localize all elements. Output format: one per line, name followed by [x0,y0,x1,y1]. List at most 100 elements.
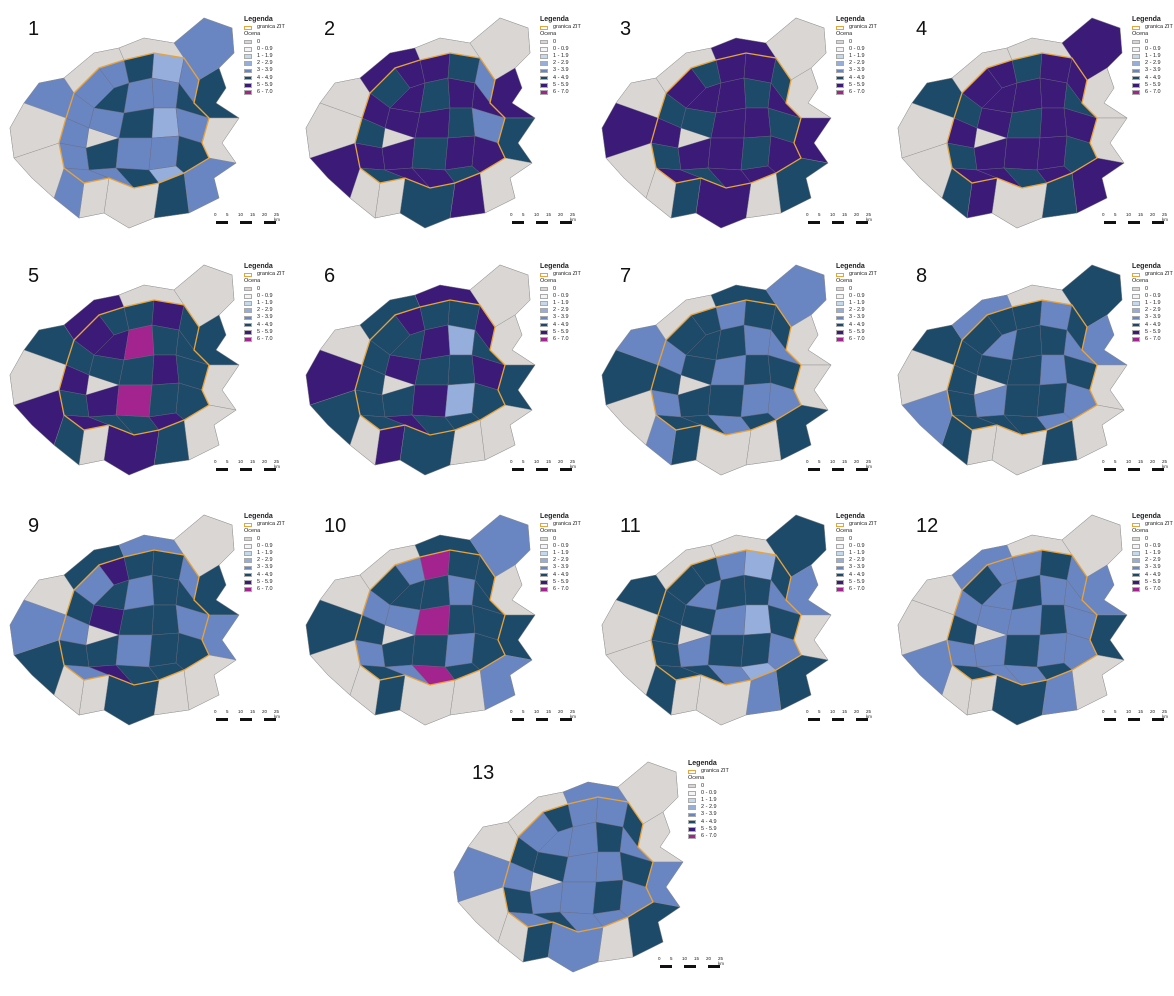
choropleth-map [305,17,536,229]
legend-entry: 1 - 1.9 [1132,300,1173,307]
scale-tick-label: 10 [830,709,836,714]
legend-rating-title: Ocena [244,528,261,535]
municipality-area [707,634,745,668]
scale-tick-label: 20 [1150,459,1156,464]
legend-label: granica ZIT [553,521,581,528]
legend-swatch [540,68,548,74]
legend-label: 0 [257,285,261,292]
legend-label: granica ZIT [849,24,877,31]
legend-entry: 1 - 1.9 [244,550,285,557]
municipality-area [1039,77,1068,109]
legend-border-entry: granica ZIT [1132,521,1173,528]
legend-label: 4 - 4.9 [701,818,717,825]
scale-tick-label: 20 [706,956,712,961]
legend-title: Legenda [540,513,569,520]
scale-bar: 0 5 10 15 20 25 km [1102,709,1172,725]
scale-tick-label: 15 [250,709,256,714]
panel-number: 7 [620,265,632,287]
legend-swatch [1132,337,1140,342]
legend-label: 5 - 5.9 [849,81,865,88]
legend-swatch [1132,322,1140,328]
municipality-area [1039,324,1068,356]
legend-entry: 0 - 0.9 [244,46,285,53]
legend-entry: 0 - 0.9 [540,293,581,300]
legend-swatch [1132,90,1140,95]
municipality-area [447,324,476,356]
legend-label: 2 - 2.9 [553,60,569,67]
legend-swatch [244,61,252,66]
scale-segment [512,468,524,471]
scale-segment [844,221,856,224]
legend-entry: 5 - 5.9 [1132,82,1173,89]
legend-entry: 2 - 2.9 [540,60,581,67]
legend-entry: 6 - 7.0 [1132,586,1173,593]
legend-entry: 0 [836,286,877,293]
legend-border-entry: granica ZIT [688,768,729,775]
panel-number: 5 [28,265,40,287]
municipality-area [151,574,180,606]
scale-segment [512,221,524,224]
legend-entry: 5 - 5.9 [244,579,285,586]
scale-tick-label: 5 [670,956,673,961]
legend-swatch [1132,536,1140,542]
scale-tick-label: 15 [250,212,256,217]
legend-swatch [540,565,548,571]
municipality-area [148,632,180,668]
legend-border-entry: granica ZIT [836,521,877,528]
scale-tick-label: 10 [238,212,244,217]
legend-swatch [1132,308,1140,313]
legend-title: Legenda [836,513,865,520]
legend-title: Legenda [244,513,273,520]
legend-swatch [244,294,252,299]
scale-segments [512,718,572,721]
legend-swatch [836,580,844,585]
legend-swatch [244,25,252,31]
legend-swatch [540,315,548,321]
scale-segment [1104,221,1116,224]
scale-segment [524,221,536,224]
scale-segment [548,221,560,224]
legend-label: 5 - 5.9 [553,81,569,88]
scale-bar: 0 5 10 15 20 25 km [806,459,876,475]
legend-entry: 3 - 3.9 [540,67,581,74]
legend-entry: 2 - 2.9 [836,307,877,314]
scale-tick-label: 15 [1138,709,1144,714]
scale-tick-label: 0 [1102,709,1105,714]
legend-label: 2 - 2.9 [849,60,865,67]
zit-border [502,796,654,933]
legend-swatch [540,337,548,342]
legend-swatch [244,68,252,74]
scale-bar: 0 5 10 15 20 25 km [806,709,876,725]
legend-swatch [540,330,548,335]
scale-bar: 0 5 10 15 20 25 km [214,212,284,228]
legend-label: 5 - 5.9 [553,328,569,335]
legend-label: granica ZIT [1145,24,1173,31]
legend-border-entry: granica ZIT [1132,271,1173,278]
legend-entry: 0 - 0.9 [836,46,877,53]
legend-entry: 0 - 0.9 [836,543,877,550]
legend-entry: 3 - 3.9 [836,314,877,321]
legend-label: 3 - 3.9 [1145,564,1161,571]
legend-label: 1 - 1.9 [1145,549,1161,556]
legend-label: 6 - 7.0 [257,335,273,342]
legend-swatch [836,522,844,528]
legend-entry: 5 - 5.9 [1132,579,1173,586]
legend-swatch [1132,580,1140,585]
legend-entry: 5 - 5.9 [1132,329,1173,336]
legend-label: 4 - 4.9 [553,321,569,328]
map-legend: Legenda granica ZIT Ocena 0 0 - 0.9 1 - 1.9 2 … [1132,16,1173,96]
legend-entry: 3 - 3.9 [1132,314,1173,321]
zit-border [946,299,1098,436]
scale-tick-label: 5 [818,709,821,714]
scale-tick-label: 15 [694,956,700,961]
legend-title: Legenda [688,760,717,767]
legend-swatch [688,783,696,789]
municipality-area [444,632,476,668]
legend-entry: 5 - 5.9 [836,329,877,336]
legend-swatch [540,47,548,52]
legend-label: 6 - 7.0 [553,335,569,342]
scale-segment [252,718,264,721]
scale-segments [808,468,868,471]
legend-label: 2 - 2.9 [553,307,569,314]
legend-entry: 0 - 0.9 [540,543,581,550]
